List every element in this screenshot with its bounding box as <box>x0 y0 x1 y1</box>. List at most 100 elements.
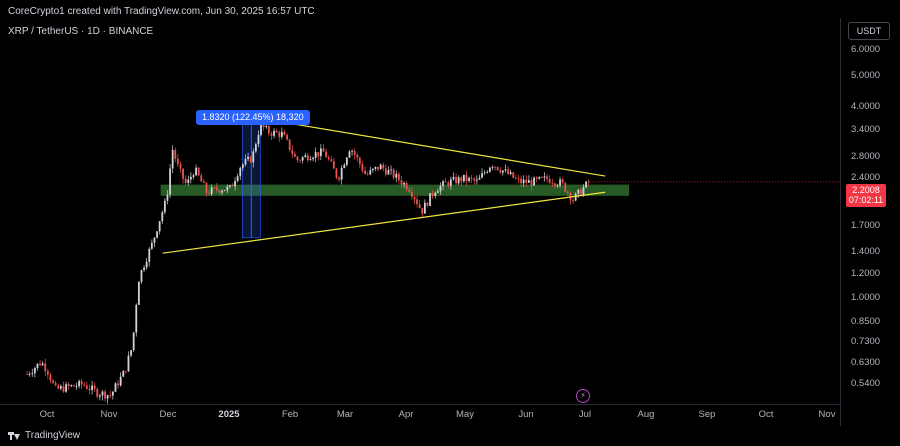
candle-body <box>473 178 476 181</box>
candle-body <box>535 177 538 179</box>
candle-body <box>486 171 489 173</box>
candle-body <box>80 381 83 385</box>
candle-body <box>475 179 478 181</box>
candle-body <box>54 382 57 386</box>
candle-body <box>546 176 548 179</box>
candle-body <box>421 207 424 214</box>
candle-body <box>241 164 244 168</box>
candle-body <box>564 182 567 192</box>
candle-body <box>70 385 73 387</box>
candle-body <box>371 168 374 171</box>
candle-body <box>457 177 460 184</box>
candle-body <box>184 178 187 183</box>
candle-body <box>452 177 455 180</box>
candle-body <box>395 173 398 178</box>
candle-body <box>39 363 41 366</box>
candle-body <box>265 126 268 128</box>
candle-body <box>150 242 153 249</box>
candle-body <box>88 388 91 391</box>
candle-body <box>202 181 205 183</box>
candle-body <box>293 153 296 157</box>
candle-body <box>161 212 164 222</box>
candle-body <box>234 181 236 187</box>
candle-body <box>200 175 203 182</box>
candle-body <box>195 167 197 176</box>
candle-body <box>434 192 437 196</box>
candle-body <box>36 363 39 369</box>
price-tick: 5.0000 <box>851 70 881 81</box>
candle-body <box>397 173 400 181</box>
price-tick: 2.4000 <box>851 172 881 183</box>
price-tick: 4.0000 <box>851 101 881 112</box>
candle-body <box>356 154 359 158</box>
candle-body <box>301 157 304 161</box>
price-tick: 1.2000 <box>851 268 881 279</box>
candle-body <box>540 176 543 178</box>
candle-body <box>156 231 158 238</box>
candle-body <box>117 383 119 386</box>
candle-body <box>257 134 260 145</box>
candle-body <box>340 167 343 180</box>
tradingview-branding[interactable]: TradingView <box>8 430 80 441</box>
candle-body <box>317 152 320 157</box>
candle-body <box>65 384 67 392</box>
candle-body <box>462 174 465 182</box>
candle-body <box>67 384 70 387</box>
symbol-title[interactable]: XRP / TetherUS · 1D · BINANCE <box>8 26 154 37</box>
candle-body <box>96 388 99 397</box>
candle-body <box>504 169 507 171</box>
candle-body <box>335 168 338 178</box>
candle-body <box>377 166 379 170</box>
time-tick: Apr <box>398 409 414 420</box>
candle-body <box>556 185 559 187</box>
currency-button[interactable]: USDT <box>848 22 890 40</box>
candle-body <box>572 199 574 201</box>
candle-body <box>109 395 112 396</box>
candle-body <box>41 363 44 366</box>
candle-body <box>260 123 262 135</box>
candle-body <box>416 199 418 205</box>
candle-body <box>267 126 270 134</box>
candle-body <box>231 185 234 187</box>
candle-body <box>210 187 213 194</box>
last-price-value: 2.2008 <box>852 185 880 195</box>
candle-body <box>122 371 125 377</box>
candle-body <box>228 185 231 187</box>
candle-body <box>296 156 299 161</box>
candle-body <box>548 178 551 184</box>
candle-body <box>338 177 340 180</box>
candle-body <box>33 368 36 374</box>
candle-body <box>98 395 101 397</box>
candle-body <box>145 261 148 268</box>
candle-body <box>369 170 372 175</box>
candle-body <box>221 190 223 193</box>
candle-body <box>249 156 252 163</box>
candle-body <box>579 189 582 195</box>
candle-body <box>208 193 210 195</box>
measurement-label[interactable]: 1.8320 (122.45%) 18,320 <box>196 110 310 125</box>
candle-body <box>213 187 216 189</box>
bar-countdown: 07:02:11 <box>848 195 884 205</box>
candle-body <box>130 350 132 356</box>
candle-body <box>49 374 52 381</box>
candle-body <box>478 177 481 180</box>
candle-body <box>236 176 239 182</box>
candle-body <box>533 177 535 186</box>
candle-body <box>59 386 62 389</box>
candle-body <box>254 144 257 152</box>
candle-body <box>413 196 416 200</box>
candle-body <box>522 179 525 184</box>
trendline-support <box>162 191 606 254</box>
time-tick: Jul <box>578 409 592 420</box>
candle-body <box>75 386 78 388</box>
candle-body <box>382 164 385 169</box>
candle-body <box>187 179 190 183</box>
price-tick: 0.7300 <box>851 336 881 347</box>
candle-body <box>46 371 49 375</box>
lightning-icon[interactable]: ⚡ <box>576 389 590 403</box>
trendline-resistance <box>260 117 606 177</box>
candle-body <box>189 176 192 180</box>
candle-body <box>127 355 130 372</box>
candle-body <box>431 193 434 196</box>
